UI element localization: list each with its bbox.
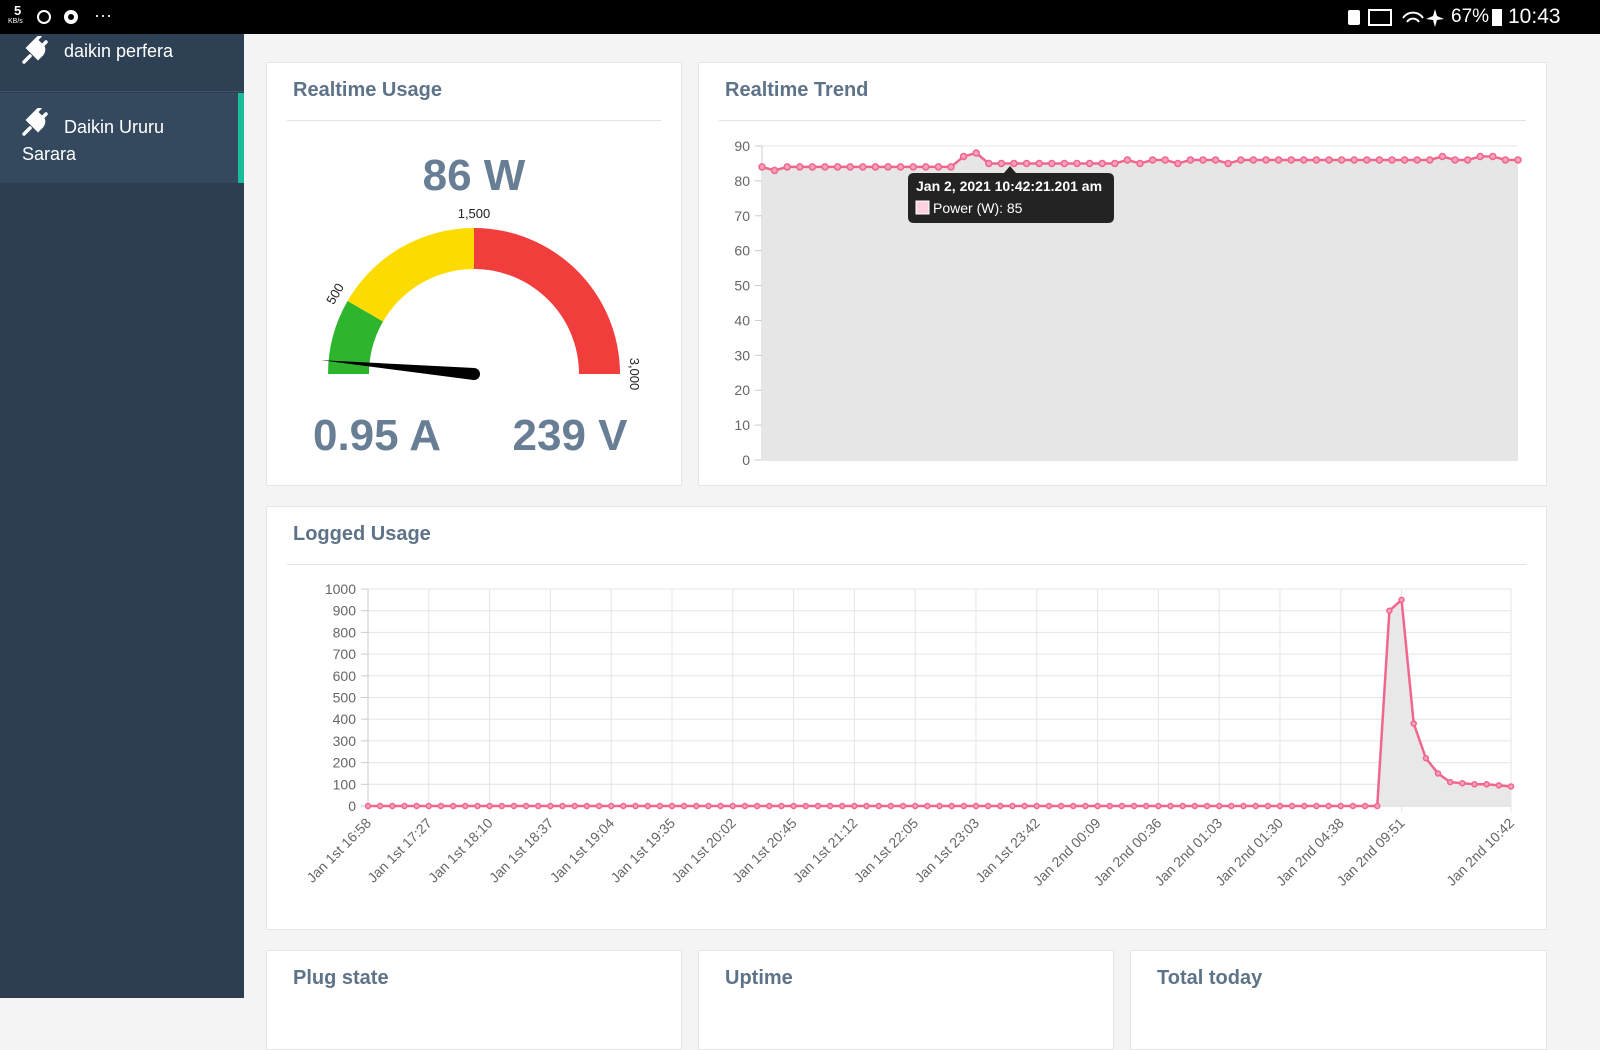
net-unit: KB/s — [8, 18, 23, 25]
more[interactable]: ··· — [94, 5, 112, 25]
net-speed: 5 — [14, 3, 22, 18]
plug-icon — [22, 36, 48, 64]
battery-icon — [1492, 9, 1502, 26]
sidebar: daikin perfera Daikin Ururu Sarara — [0, 34, 244, 998]
battery: 67% — [1451, 6, 1490, 27]
card: Realtime Trend — [698, 62, 1547, 486]
card: Total today — [1130, 950, 1547, 1050]
card-title: Realtime Usage — [293, 79, 442, 101]
device-name: Daikin Ururu Sarara — [22, 117, 165, 164]
card-title: Uptime — [725, 967, 793, 989]
status-bar: 5 KB/s ··· 67% 10:43 — [0, 0, 1600, 34]
card-title: Total today — [1157, 967, 1263, 989]
plug-icon — [22, 108, 48, 136]
card: Plug state — [266, 950, 682, 1050]
card-title: Logged Usage — [293, 523, 431, 545]
sidebar-item[interactable]: daikin perfera — [0, 34, 244, 92]
card: Uptime — [698, 950, 1114, 1050]
card-title: Plug state — [293, 967, 389, 989]
clock: 10:43 — [1508, 5, 1561, 28]
card: Logged Usage — [266, 506, 1547, 930]
sidebar-item-active[interactable]: Daikin Ururu Sarara — [0, 93, 244, 183]
card: Realtime Usage — [266, 62, 682, 486]
status-icons-right — [1348, 9, 1444, 27]
card-title: Realtime Trend — [725, 79, 869, 101]
status-icons — [37, 10, 78, 24]
device-name: daikin perfera — [64, 41, 174, 61]
